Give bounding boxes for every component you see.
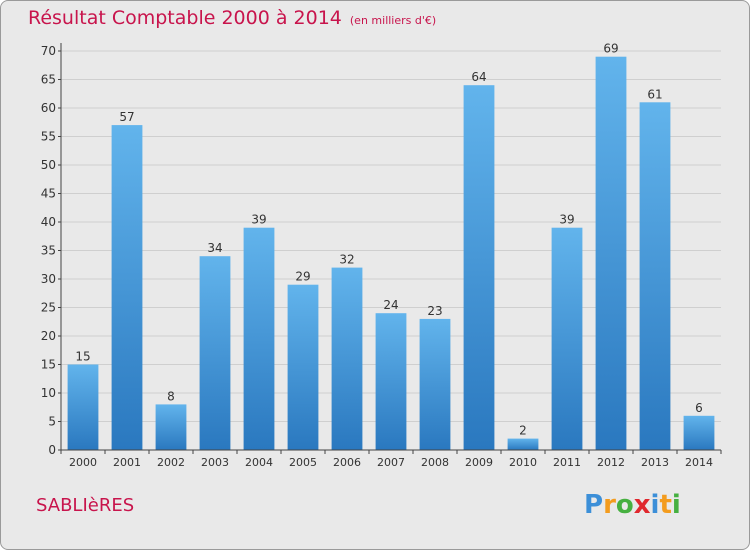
y-tick-label: 65 [41, 73, 56, 87]
y-tick-label: 55 [41, 130, 56, 144]
logo-letter: P [584, 490, 604, 520]
y-tick-label: 45 [41, 187, 56, 201]
logo-letter: r [603, 490, 616, 520]
x-tick-label: 2012 [597, 456, 625, 469]
bar [507, 438, 539, 450]
y-tick-label: 30 [41, 272, 56, 286]
bar [639, 102, 671, 451]
data-label: 2 [519, 424, 527, 438]
y-tick-label: 35 [41, 244, 56, 258]
x-tick-label: 2007 [377, 456, 405, 469]
data-label: 39 [251, 213, 266, 227]
y-tick-label: 10 [41, 386, 56, 400]
chart-title-block: Résultat Comptable 2000 à 2014 (en millie… [28, 7, 436, 29]
x-tick-label: 2004 [245, 456, 273, 469]
data-label: 61 [647, 87, 662, 101]
x-tick-label: 2013 [641, 456, 669, 469]
x-tick-label: 2000 [69, 456, 97, 469]
chart-subtitle: (en milliers d'€) [349, 14, 437, 27]
data-label: 34 [207, 241, 222, 255]
data-label: 32 [339, 253, 354, 267]
bar [375, 313, 407, 450]
y-tick-label: 5 [48, 415, 56, 429]
bar [199, 256, 231, 450]
data-label: 57 [119, 110, 134, 124]
bar [683, 415, 715, 450]
y-tick-label: 0 [48, 443, 56, 457]
x-tick-label: 2014 [685, 456, 713, 469]
data-label: 69 [603, 42, 618, 56]
bar [111, 125, 143, 450]
logo-letter: o [615, 490, 634, 520]
x-tick-label: 2002 [157, 456, 185, 469]
bar [419, 318, 451, 450]
x-tick-label: 2001 [113, 456, 141, 469]
bar [67, 364, 99, 450]
proxiti-logo: Proxiti [584, 490, 681, 520]
y-tick-label: 25 [41, 301, 56, 315]
bar [331, 267, 363, 450]
y-tick-label: 60 [41, 101, 56, 115]
chart-title: Résultat Comptable 2000 à 2014 [28, 7, 342, 29]
y-tick-label: 70 [41, 44, 56, 58]
x-tick-label: 2011 [553, 456, 581, 469]
x-tick-label: 2008 [421, 456, 449, 469]
data-label: 39 [559, 213, 574, 227]
bar [243, 227, 275, 450]
logo-letter: t [659, 490, 672, 520]
y-tick-label: 15 [41, 358, 56, 372]
y-tick-label: 40 [41, 215, 56, 229]
data-label: 23 [427, 304, 442, 318]
logo-letter: i [671, 490, 681, 520]
bar [287, 284, 319, 450]
data-label: 24 [383, 298, 398, 312]
data-label: 29 [295, 270, 310, 284]
data-label: 15 [75, 350, 90, 364]
data-label: 64 [471, 70, 486, 84]
x-tick-label: 2003 [201, 456, 229, 469]
x-tick-label: 2005 [289, 456, 317, 469]
x-tick-label: 2010 [509, 456, 537, 469]
bar [155, 404, 187, 450]
data-label: 8 [167, 389, 175, 403]
bar [463, 85, 495, 450]
logo-letter: i [650, 490, 660, 520]
bar [595, 56, 627, 450]
x-tick-label: 2009 [465, 456, 493, 469]
y-tick-label: 50 [41, 158, 56, 172]
x-tick-label: 2006 [333, 456, 361, 469]
data-label: 6 [695, 401, 703, 415]
bar [551, 227, 583, 450]
y-tick-label: 20 [41, 329, 56, 343]
commune-name: SABLIèRES [36, 495, 135, 516]
logo-letter: x [633, 490, 651, 520]
